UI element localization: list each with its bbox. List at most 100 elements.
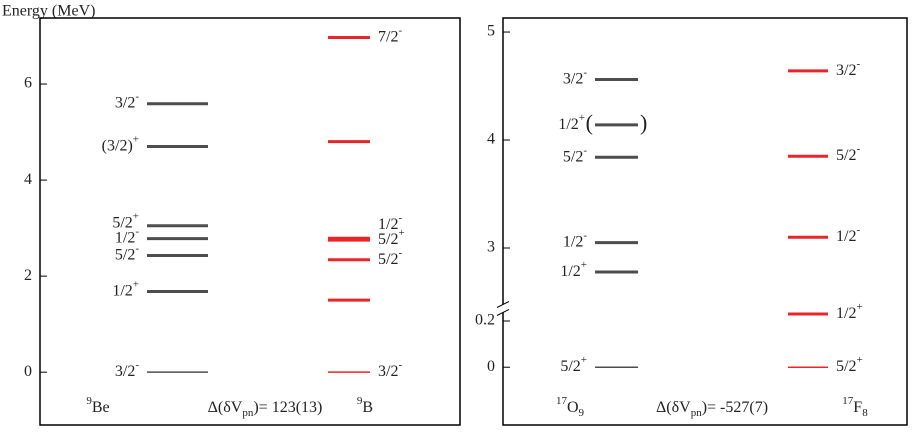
level-label: 5/2+ [112,210,139,231]
level-label: 5/2+ [560,354,587,375]
nucleus-label: 17F8 [842,395,868,419]
level-label: 3/2- [378,359,402,380]
spin: 1/2 [115,229,135,246]
parity: + [856,354,862,366]
spin: 1/2 [112,282,132,299]
parity: - [135,225,139,237]
bracket: ) [640,110,647,135]
spin: 3/2 [115,363,135,380]
annotation-pre: Δ(δV [208,399,243,416]
parity: + [133,133,139,145]
level-label: 3/2- [115,90,139,111]
level-label: 1/2- [836,224,860,245]
nucleus-label: 17O9 [556,395,585,419]
y-tick-label: 5 [487,23,495,40]
parity: - [856,57,860,69]
spin: 3/2 [378,363,398,380]
mass-number: 9 [86,395,92,407]
level-label: (3/2)+ [102,133,139,154]
spin: 5/2 [560,358,580,375]
parity: - [583,229,587,241]
level-label: 5/2+ [378,227,405,248]
parity: + [581,259,587,271]
spin: 1/2 [563,233,583,250]
parity: + [856,300,862,312]
parity: - [583,66,587,78]
spin: 5/2 [378,231,398,248]
axis-label: Energy (MeV) [2,3,95,20]
level-label: 1/2+ [836,300,863,321]
annotation-post: )= 123(13) [253,399,322,416]
parity: + [579,111,585,123]
level-label: 5/2- [115,242,139,263]
bracket: ( [586,110,593,135]
neutron-number: 8 [862,407,868,419]
spin: 3/2 [115,94,135,111]
spin: 5/2 [836,147,856,164]
panel-frame [39,17,461,426]
level-label: 1/2+ [112,278,139,299]
level-label: 5/2+ [836,354,863,375]
level-label: 1/2- [115,225,139,246]
level-label: 3/2- [563,66,587,87]
parity: - [398,212,402,224]
level-label: 7/2- [378,24,402,45]
spin: 1/2 [558,116,578,133]
annotation-pre: Δ(δV [656,399,691,416]
spin: 3/2 [563,70,583,87]
y-tick-label: 6 [24,75,32,92]
spin: 1/2 [836,228,856,245]
y-tick-label: 0 [487,358,495,375]
element-symbol: F [853,399,862,416]
spin: 1/2 [836,305,856,322]
spin: 5/2 [378,250,398,267]
element-symbol: B [362,399,373,416]
element-symbol: Be [92,399,110,416]
parity: + [133,278,139,290]
parity: + [133,210,139,222]
mass-number: 17 [842,395,854,407]
y-tick-label: 3 [487,239,495,256]
spin: 5/2 [112,214,132,231]
y-tick-label: 0.2 [475,312,495,329]
level-label: 1/2- [378,212,402,233]
level-label: 3/2- [115,359,139,380]
nucleus-label: 9Be [86,395,109,416]
mass-number: 9 [357,395,363,407]
parity: + [581,354,587,366]
y-tick-label: 4 [487,131,495,148]
mass-number: 17 [556,395,568,407]
y-tick-label: 4 [24,171,32,188]
annotation-post: )= -527(7) [702,399,768,416]
parity: - [135,90,139,102]
parity: - [398,246,402,258]
level-label: 3/2- [836,57,860,78]
y-tick-label: 0 [24,363,32,380]
annotation: Δ(δVpn)= -527(7) [656,399,768,419]
level-label: 1/2+ [560,259,587,280]
parity: - [135,242,139,254]
annotation: Δ(δVpn)= 123(13) [208,399,323,419]
parity: - [856,224,860,236]
level-label: 1/2- [563,229,587,250]
element-symbol: O [567,399,579,416]
level-label: 5/2- [836,143,860,164]
annotation-sub: pn [691,407,703,419]
axis-break-gap [499,304,507,313]
spin: 1/2 [378,216,398,233]
spin: 7/2 [378,28,398,45]
parity: - [398,359,402,371]
panel-frame [502,17,908,426]
spin: 5/2 [836,358,856,375]
axis-break-mark [496,309,510,316]
spin: 5/2 [563,148,583,165]
parity: - [856,143,860,155]
parity: - [135,359,139,371]
level-label: 5/2- [378,246,402,267]
annotation-sub: pn [242,407,254,419]
y-tick-label: 2 [24,267,32,284]
parity: - [583,144,587,156]
spin: 5/2 [115,246,135,263]
spin: (3/2) [102,137,133,154]
